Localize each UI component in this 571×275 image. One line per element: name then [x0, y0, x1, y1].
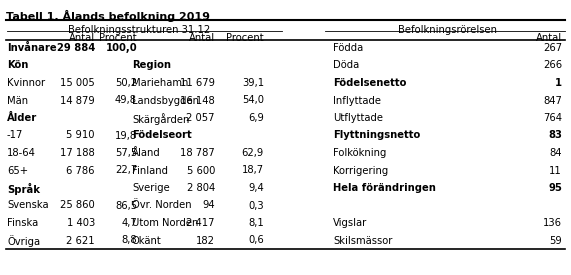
Text: Språk: Språk	[7, 183, 40, 195]
Text: Korrigering: Korrigering	[333, 166, 388, 175]
Text: 267: 267	[543, 43, 562, 53]
Text: Procent: Procent	[99, 33, 137, 43]
Text: Tabell 1. Ålands befolkning 2019: Tabell 1. Ålands befolkning 2019	[6, 10, 210, 22]
Text: Invånare: Invånare	[7, 43, 57, 53]
Text: Sverige: Sverige	[132, 183, 170, 193]
Text: 100,0: 100,0	[106, 43, 137, 53]
Text: Män: Män	[7, 95, 28, 106]
Text: 0,3: 0,3	[248, 200, 264, 210]
Text: 19,8: 19,8	[115, 131, 137, 141]
Text: Mariehamn: Mariehamn	[132, 78, 188, 88]
Text: Okänt: Okänt	[132, 235, 162, 246]
Text: -17: -17	[7, 131, 23, 141]
Text: Flyttningsnetto: Flyttningsnetto	[333, 131, 420, 141]
Text: 14 879: 14 879	[61, 95, 95, 106]
Text: Födda: Födda	[333, 43, 363, 53]
Text: 86,5: 86,5	[115, 200, 137, 210]
Text: 49,8: 49,8	[115, 95, 137, 106]
Text: Utflyttade: Utflyttade	[333, 113, 383, 123]
Text: 84: 84	[549, 148, 562, 158]
Text: Kvinnor: Kvinnor	[7, 78, 45, 88]
Text: Procent: Procent	[226, 33, 264, 43]
Text: 1 403: 1 403	[67, 218, 95, 228]
Text: Finska: Finska	[7, 218, 38, 228]
Text: 15 005: 15 005	[61, 78, 95, 88]
Text: 847: 847	[543, 95, 562, 106]
Text: Inflyttade: Inflyttade	[333, 95, 381, 106]
Text: 5 910: 5 910	[66, 131, 95, 141]
Text: 83: 83	[548, 131, 562, 141]
Text: 39,1: 39,1	[242, 78, 264, 88]
Text: 136: 136	[543, 218, 562, 228]
Text: 1: 1	[555, 78, 562, 88]
Text: 50,2: 50,2	[115, 78, 137, 88]
Text: 65+: 65+	[7, 166, 28, 175]
Text: Hela förändringen: Hela förändringen	[333, 183, 436, 193]
Text: 11: 11	[549, 166, 562, 175]
Text: Finland: Finland	[132, 166, 168, 175]
Text: 266: 266	[543, 60, 562, 70]
Text: Skilsmässor: Skilsmässor	[333, 235, 392, 246]
Text: Kön: Kön	[7, 60, 29, 70]
Text: Antal: Antal	[536, 33, 562, 43]
Text: Födelsenetto: Födelsenetto	[333, 78, 407, 88]
Text: 16 148: 16 148	[180, 95, 215, 106]
Text: 182: 182	[196, 235, 215, 246]
Text: 22,7: 22,7	[115, 166, 137, 175]
Text: 2 621: 2 621	[66, 235, 95, 246]
Text: 0,6: 0,6	[248, 235, 264, 246]
Text: 17 188: 17 188	[61, 148, 95, 158]
Text: 29 884: 29 884	[57, 43, 95, 53]
Text: 25 860: 25 860	[61, 200, 95, 210]
Text: Antal: Antal	[69, 33, 95, 43]
Text: Födelseort: Födelseort	[132, 131, 192, 141]
Text: Landsbygden: Landsbygden	[132, 95, 199, 106]
Text: 54,0: 54,0	[242, 95, 264, 106]
Text: Ålder: Ålder	[7, 113, 37, 123]
Text: 5 600: 5 600	[187, 166, 215, 175]
Text: 57,5: 57,5	[115, 148, 137, 158]
Text: 2 417: 2 417	[187, 218, 215, 228]
Text: Övriga: Övriga	[7, 235, 40, 248]
Text: Antal: Antal	[189, 33, 215, 43]
Text: Skärgården: Skärgården	[132, 113, 190, 125]
Text: 95: 95	[548, 183, 562, 193]
Text: 2 804: 2 804	[187, 183, 215, 193]
Text: 2 057: 2 057	[187, 113, 215, 123]
Text: 6,9: 6,9	[248, 113, 264, 123]
Text: 764: 764	[543, 113, 562, 123]
Text: Befolkningsstrukturen 31.12: Befolkningsstrukturen 31.12	[69, 25, 211, 35]
Text: 94: 94	[202, 200, 215, 210]
Text: Döda: Döda	[333, 60, 359, 70]
Text: 8,8: 8,8	[122, 235, 137, 246]
Text: Åland: Åland	[132, 148, 161, 158]
Text: 11 679: 11 679	[180, 78, 215, 88]
Text: 59: 59	[549, 235, 562, 246]
Text: 18 787: 18 787	[180, 148, 215, 158]
Text: 6 786: 6 786	[66, 166, 95, 175]
Text: Övr. Norden: Övr. Norden	[132, 200, 192, 210]
Text: Folkökning: Folkökning	[333, 148, 387, 158]
Text: Svenska: Svenska	[7, 200, 49, 210]
Text: Region: Region	[132, 60, 171, 70]
Text: 9,4: 9,4	[248, 183, 264, 193]
Text: 62,9: 62,9	[242, 148, 264, 158]
Text: Utom Norden: Utom Norden	[132, 218, 198, 228]
Text: 4,7: 4,7	[121, 218, 137, 228]
Text: Befolkningsrörelsen: Befolkningsrörelsen	[398, 25, 497, 35]
Text: 8,1: 8,1	[248, 218, 264, 228]
Text: Vigslar: Vigslar	[333, 218, 367, 228]
Text: 18-64: 18-64	[7, 148, 36, 158]
Text: 18,7: 18,7	[242, 166, 264, 175]
